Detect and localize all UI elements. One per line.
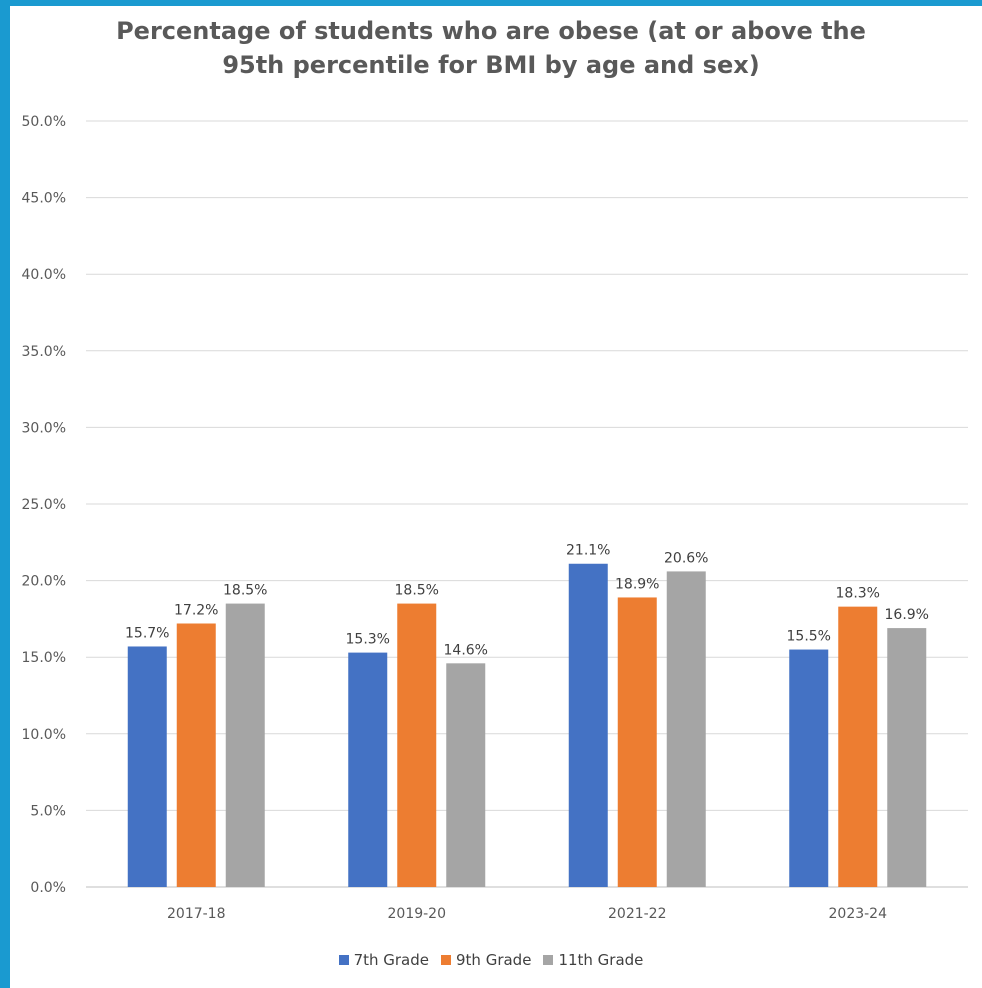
legend-swatch [543, 955, 554, 965]
bar [225, 603, 265, 887]
x-tick-label: 2021-22 [608, 906, 667, 922]
legend-label: 7th Grade [353, 951, 429, 969]
chart-legend: 7th Grade 9th Grade 11th Grade [0, 951, 982, 969]
legend-label: 9th Grade [456, 951, 532, 969]
data-label: 18.5% [395, 583, 439, 599]
data-label: 17.2% [174, 602, 218, 618]
legend-item: 11th Grade [543, 951, 643, 969]
legend-item: 7th Grade [338, 951, 429, 969]
chart-title-line-1: Percentage of students who are obese (at… [116, 17, 866, 45]
y-tick-label: 40.0% [22, 267, 66, 283]
chart-title: Percentage of students who are obese (at… [0, 14, 982, 82]
bar [348, 652, 388, 887]
legend-item: 9th Grade [441, 951, 531, 969]
data-label: 15.5% [787, 629, 831, 645]
y-tick-label: 25.0% [22, 497, 66, 513]
bar [838, 606, 878, 887]
y-tick-label: 5.0% [30, 803, 66, 819]
bar [887, 628, 927, 887]
bar [397, 603, 437, 887]
data-label: 18.5% [223, 583, 267, 599]
y-tick-label: 35.0% [22, 344, 66, 360]
data-label: 14.6% [444, 642, 488, 658]
x-tick-label: 2023-24 [829, 906, 888, 922]
y-tick-label: 20.0% [22, 574, 66, 590]
x-tick-label: 2019-20 [388, 906, 447, 922]
data-label: 15.7% [125, 625, 169, 641]
bar [568, 563, 608, 887]
y-tick-label: 30.0% [22, 420, 66, 436]
bar [617, 597, 657, 887]
data-label: 18.9% [615, 576, 659, 592]
legend-swatch [338, 955, 349, 965]
data-label: 15.3% [346, 632, 390, 648]
y-tick-label: 10.0% [22, 727, 66, 743]
y-tick-label: 45.0% [22, 191, 66, 207]
x-tick-label: 2017-18 [167, 906, 226, 922]
bar [446, 663, 486, 887]
bar [176, 623, 216, 887]
bar [666, 571, 706, 887]
data-label: 18.3% [836, 586, 880, 602]
data-label: 20.6% [664, 550, 708, 566]
data-label: 16.9% [885, 607, 929, 623]
legend-label: 11th Grade [558, 951, 644, 969]
data-label: 21.1% [566, 543, 610, 559]
y-tick-label: 50.0% [22, 114, 66, 130]
chart-title-line-2: 95th percentile for BMI by age and sex) [222, 51, 760, 79]
y-tick-label: 15.0% [22, 650, 66, 666]
bar [127, 646, 167, 887]
y-tick-label: 0.0% [30, 880, 66, 896]
bar [789, 649, 829, 887]
legend-swatch [441, 955, 451, 965]
